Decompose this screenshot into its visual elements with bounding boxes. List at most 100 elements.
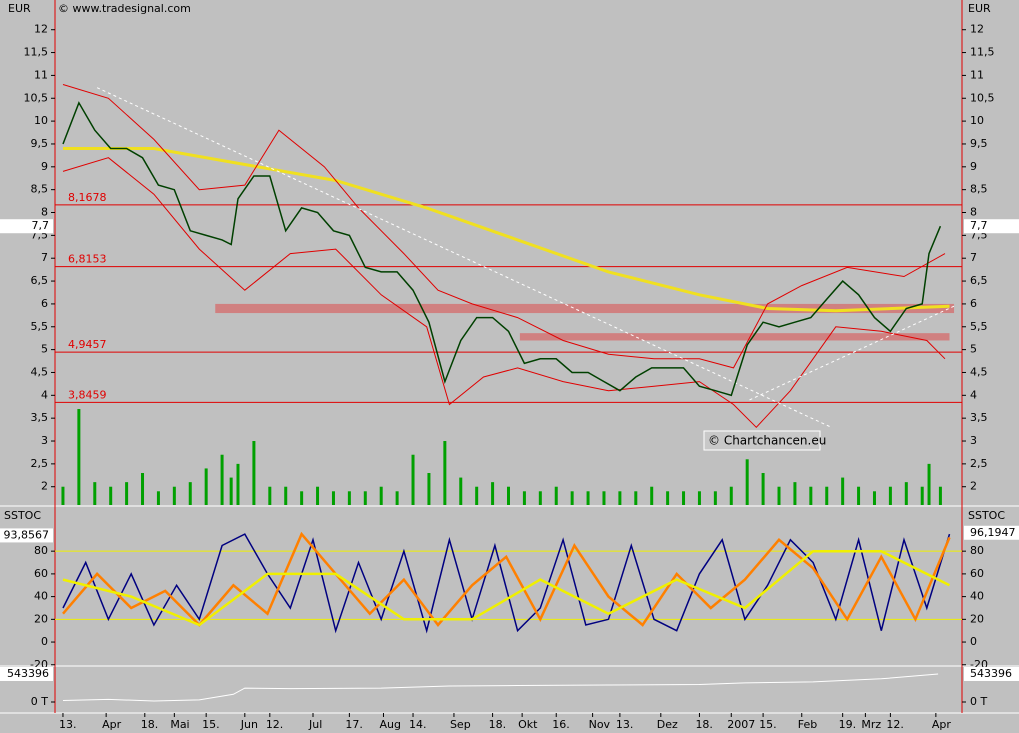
y-tick-label: 0 T [970, 695, 987, 708]
volume-bar [172, 486, 176, 505]
volume-bar [904, 482, 908, 505]
y-tick-label: 3,5 [31, 411, 49, 424]
volume-bar [682, 491, 686, 505]
y-tick-label: 12 [970, 23, 984, 36]
value-tag [0, 528, 53, 543]
volume-bar [411, 454, 415, 505]
price-line [62, 101, 942, 397]
y-tick-label: 20 [34, 612, 48, 625]
volume-bar [888, 486, 892, 505]
y-tick-label: 3 [970, 434, 977, 447]
y-tick-label: 9 [41, 160, 48, 173]
indicator-line [63, 147, 950, 313]
y-tick-label: 5,5 [970, 320, 988, 333]
x-tick-label: Apr [932, 718, 952, 731]
volume-bar [268, 486, 272, 505]
y-tick-label: 6,5 [970, 274, 988, 287]
volume-bar [938, 486, 942, 505]
x-tick-label: 13. [59, 718, 77, 731]
y-tick-label: 40 [970, 590, 984, 603]
volume-bar [125, 482, 129, 505]
volume-bar [93, 482, 97, 505]
watermark-box [703, 430, 821, 451]
volume-bar [188, 482, 192, 505]
value-tag-label: 7,7 [970, 219, 988, 232]
volume-bar [538, 491, 542, 505]
y-tick-label: 7 [970, 251, 977, 264]
y-tick-label: 8,5 [31, 183, 49, 196]
volume-bar [316, 486, 320, 505]
resistance-zone [519, 333, 950, 341]
axis-label: SSTOC [968, 509, 1005, 522]
x-tick-label: 18. [141, 718, 159, 731]
volume-bar [697, 491, 701, 505]
x-tick-label: Jul [308, 718, 322, 731]
volume-bar [634, 491, 638, 505]
x-tick-label: 19. [839, 718, 857, 731]
volume-bar [554, 486, 558, 505]
x-tick-label: 17. [345, 718, 363, 731]
x-tick-label: 16. [552, 718, 570, 731]
x-tick-label: Sep [450, 718, 471, 731]
x-tick-label: 13. [616, 718, 634, 731]
y-tick-label: 4 [41, 388, 48, 401]
x-tick-label: 12. [266, 718, 284, 731]
indicator-line [749, 305, 955, 401]
value-tag [964, 666, 1019, 681]
y-tick-label: 6 [970, 297, 977, 310]
volume-bar [650, 486, 654, 505]
volume-bar [872, 491, 876, 505]
indicator-line [62, 157, 946, 429]
value-tag-label: 543396 [7, 667, 49, 680]
volume-bar [475, 486, 479, 505]
y-tick-label: 0 [970, 635, 977, 648]
y-tick-label: 11,5 [970, 46, 995, 59]
x-tick-label: Nov [589, 718, 611, 731]
y-tick-label: 9,5 [970, 137, 988, 150]
y-tick-label: 8 [970, 206, 977, 219]
value-tag-label: 93,8567 [4, 528, 50, 541]
x-tick-label: 14. [409, 718, 427, 731]
y-tick-label: 6 [41, 297, 48, 310]
x-tick-label: 2007 [727, 718, 755, 731]
volume-bar [443, 441, 447, 505]
x-tick-label: Okt [518, 718, 538, 731]
level-label: 4,9457 [68, 338, 107, 351]
y-tick-label: 9 [970, 160, 977, 173]
y-tick-label: 10 [970, 114, 984, 127]
volume-bar [236, 463, 240, 505]
indicator-line [62, 549, 951, 627]
value-tag-label: 96,1947 [970, 526, 1016, 539]
value-tag-label: 543396 [970, 667, 1012, 680]
y-tick-label: 40 [34, 590, 48, 603]
y-tick-label: 0 [41, 635, 48, 648]
y-tick-label: 80 [34, 544, 48, 557]
y-tick-label: 4,5 [970, 365, 988, 378]
y-tick-label: 9,5 [31, 137, 49, 150]
axis-label: EUR [8, 2, 31, 15]
y-tick-label: 11 [970, 68, 984, 81]
x-tick-label: Aug [379, 718, 400, 731]
volume-bar [363, 491, 367, 505]
y-tick-label: 2,5 [31, 457, 49, 470]
x-tick-label: Dez [657, 718, 678, 731]
volume-bar [841, 477, 845, 505]
x-tick-label: 18. [695, 718, 713, 731]
volume-bar [793, 482, 797, 505]
value-tag [964, 219, 1019, 234]
y-tick-label: 80 [970, 544, 984, 557]
y-tick-label: 6,5 [31, 274, 49, 287]
x-tick-label: Mrz [861, 718, 881, 731]
x-tick-label: Mai [170, 718, 189, 731]
volume-bar [379, 486, 383, 505]
volume-bar [331, 491, 335, 505]
volume-bar [252, 441, 256, 505]
volume-bar [491, 482, 495, 505]
volume-bar [284, 486, 288, 505]
volume-bar [427, 473, 431, 505]
x-tick-label: 18. [489, 718, 507, 731]
level-label: 6,8153 [68, 253, 107, 266]
volume-bar [204, 468, 208, 505]
volume-bar [109, 486, 113, 505]
